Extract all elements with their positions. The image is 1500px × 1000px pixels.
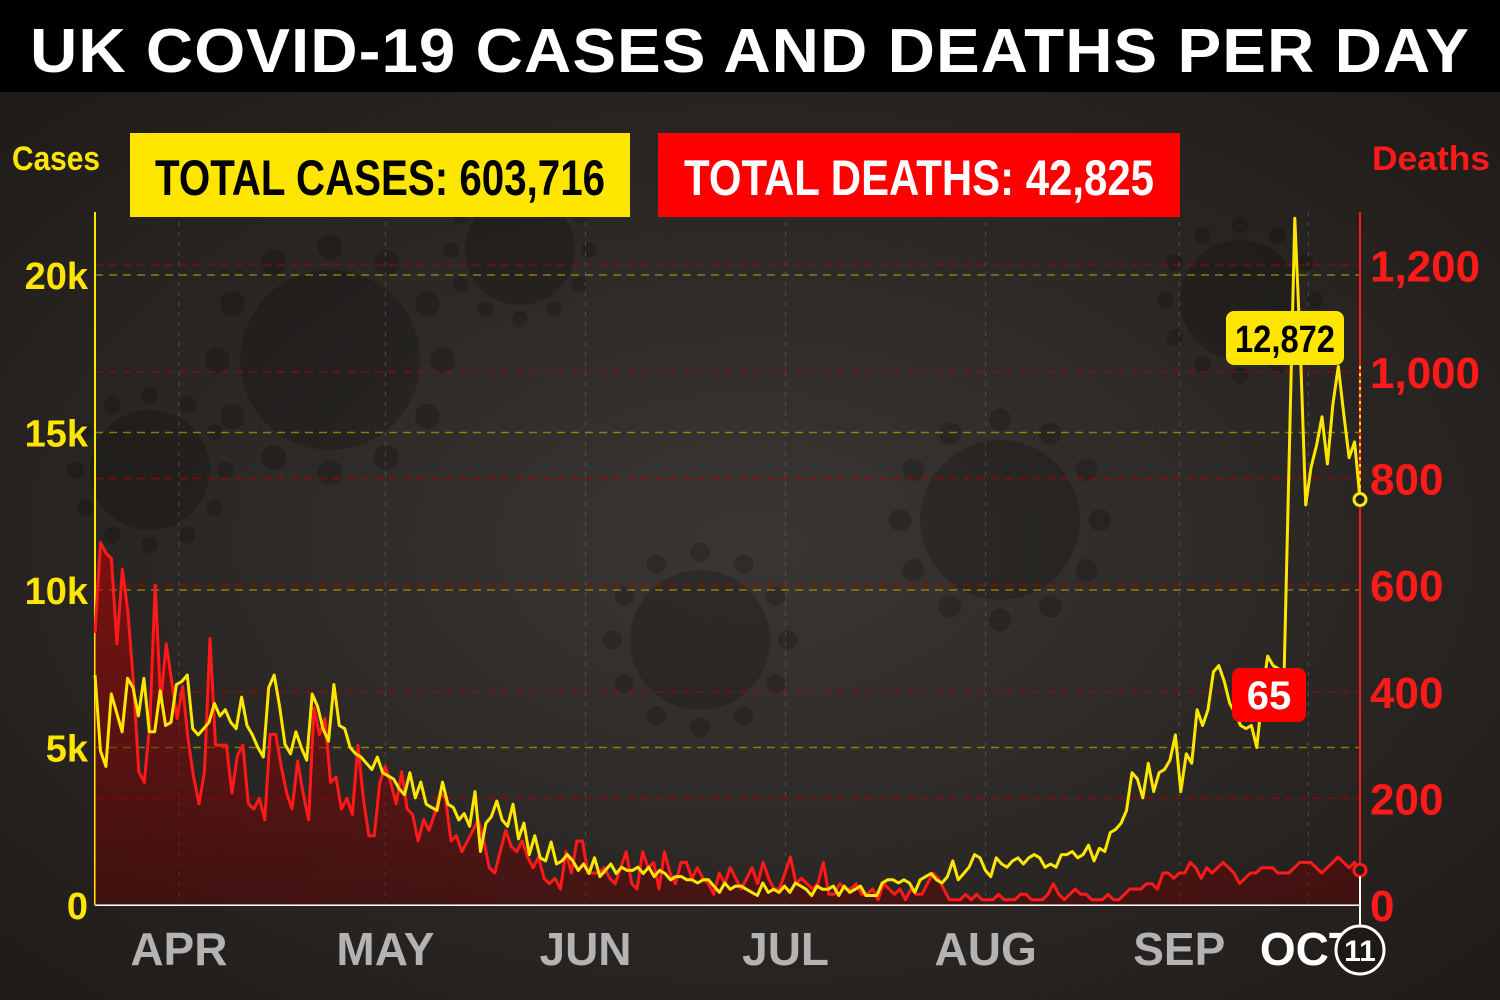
date-marker-day: 11 bbox=[1344, 935, 1376, 968]
right-tick-label: 0 bbox=[1370, 882, 1394, 931]
right-tick-label: 800 bbox=[1370, 456, 1443, 505]
month-label: MAY bbox=[336, 923, 434, 975]
total-cases-badge bbox=[130, 133, 630, 217]
cases-series-line bbox=[93, 216, 1362, 897]
month-label: JUN bbox=[539, 923, 631, 975]
virus-silhouette bbox=[888, 408, 1112, 632]
month-label: APR bbox=[130, 923, 227, 975]
left-tick-labels: 0 5k 10k 15k 20k bbox=[25, 256, 89, 928]
cases-callout-box bbox=[1226, 311, 1344, 365]
right-tick-label: 400 bbox=[1370, 669, 1443, 718]
deaths-callout-text: 65 bbox=[1247, 674, 1292, 718]
virus-silhouette bbox=[602, 542, 798, 738]
grid-layer bbox=[95, 212, 1360, 905]
date-marker-circle bbox=[1334, 924, 1386, 976]
left-tick-label: 15k bbox=[25, 414, 89, 456]
total-deaths-badge bbox=[658, 133, 1180, 217]
left-tick-label: 20k bbox=[25, 256, 89, 298]
total-deaths-text: TOTAL DEATHS: 42,825 bbox=[684, 150, 1154, 206]
right-tick-label: 1,000 bbox=[1370, 349, 1480, 398]
month-label: SEP bbox=[1133, 923, 1225, 975]
month-label: AUG bbox=[935, 923, 1037, 975]
right-tick-label: 200 bbox=[1370, 775, 1443, 824]
virus-silhouette bbox=[66, 386, 234, 554]
month-labels: APR MAY JUN JUL AUG SEP OCT bbox=[130, 923, 1357, 975]
month-label: JUL bbox=[742, 923, 829, 975]
deaths-series-line bbox=[93, 541, 1362, 902]
cases-latest-point bbox=[1352, 492, 1368, 508]
chart-title: UK COVID-19 CASES AND DEATHS PER DAY bbox=[30, 17, 1470, 86]
header-bar bbox=[0, 0, 1500, 92]
cases-callout-text: 12,872 bbox=[1235, 319, 1335, 361]
right-tick-labels: 0 200 400 600 800 1,000 1,200 bbox=[1370, 242, 1480, 931]
left-tick-label: 10k bbox=[25, 571, 89, 613]
left-tick-label: 0 bbox=[67, 886, 88, 928]
total-cases-text: TOTAL CASES: 603,716 bbox=[155, 150, 605, 206]
right-tick-label: 600 bbox=[1370, 562, 1443, 611]
deaths-callout-box bbox=[1232, 668, 1306, 722]
left-tick-label: 5k bbox=[46, 729, 89, 771]
deaths-latest-point bbox=[1352, 862, 1368, 878]
right-tick-label: 1,200 bbox=[1370, 242, 1480, 291]
virus-decoration-layer bbox=[66, 173, 1324, 738]
right-axis-title: Deaths bbox=[1372, 140, 1490, 178]
left-axis-title: Cases bbox=[12, 140, 100, 178]
